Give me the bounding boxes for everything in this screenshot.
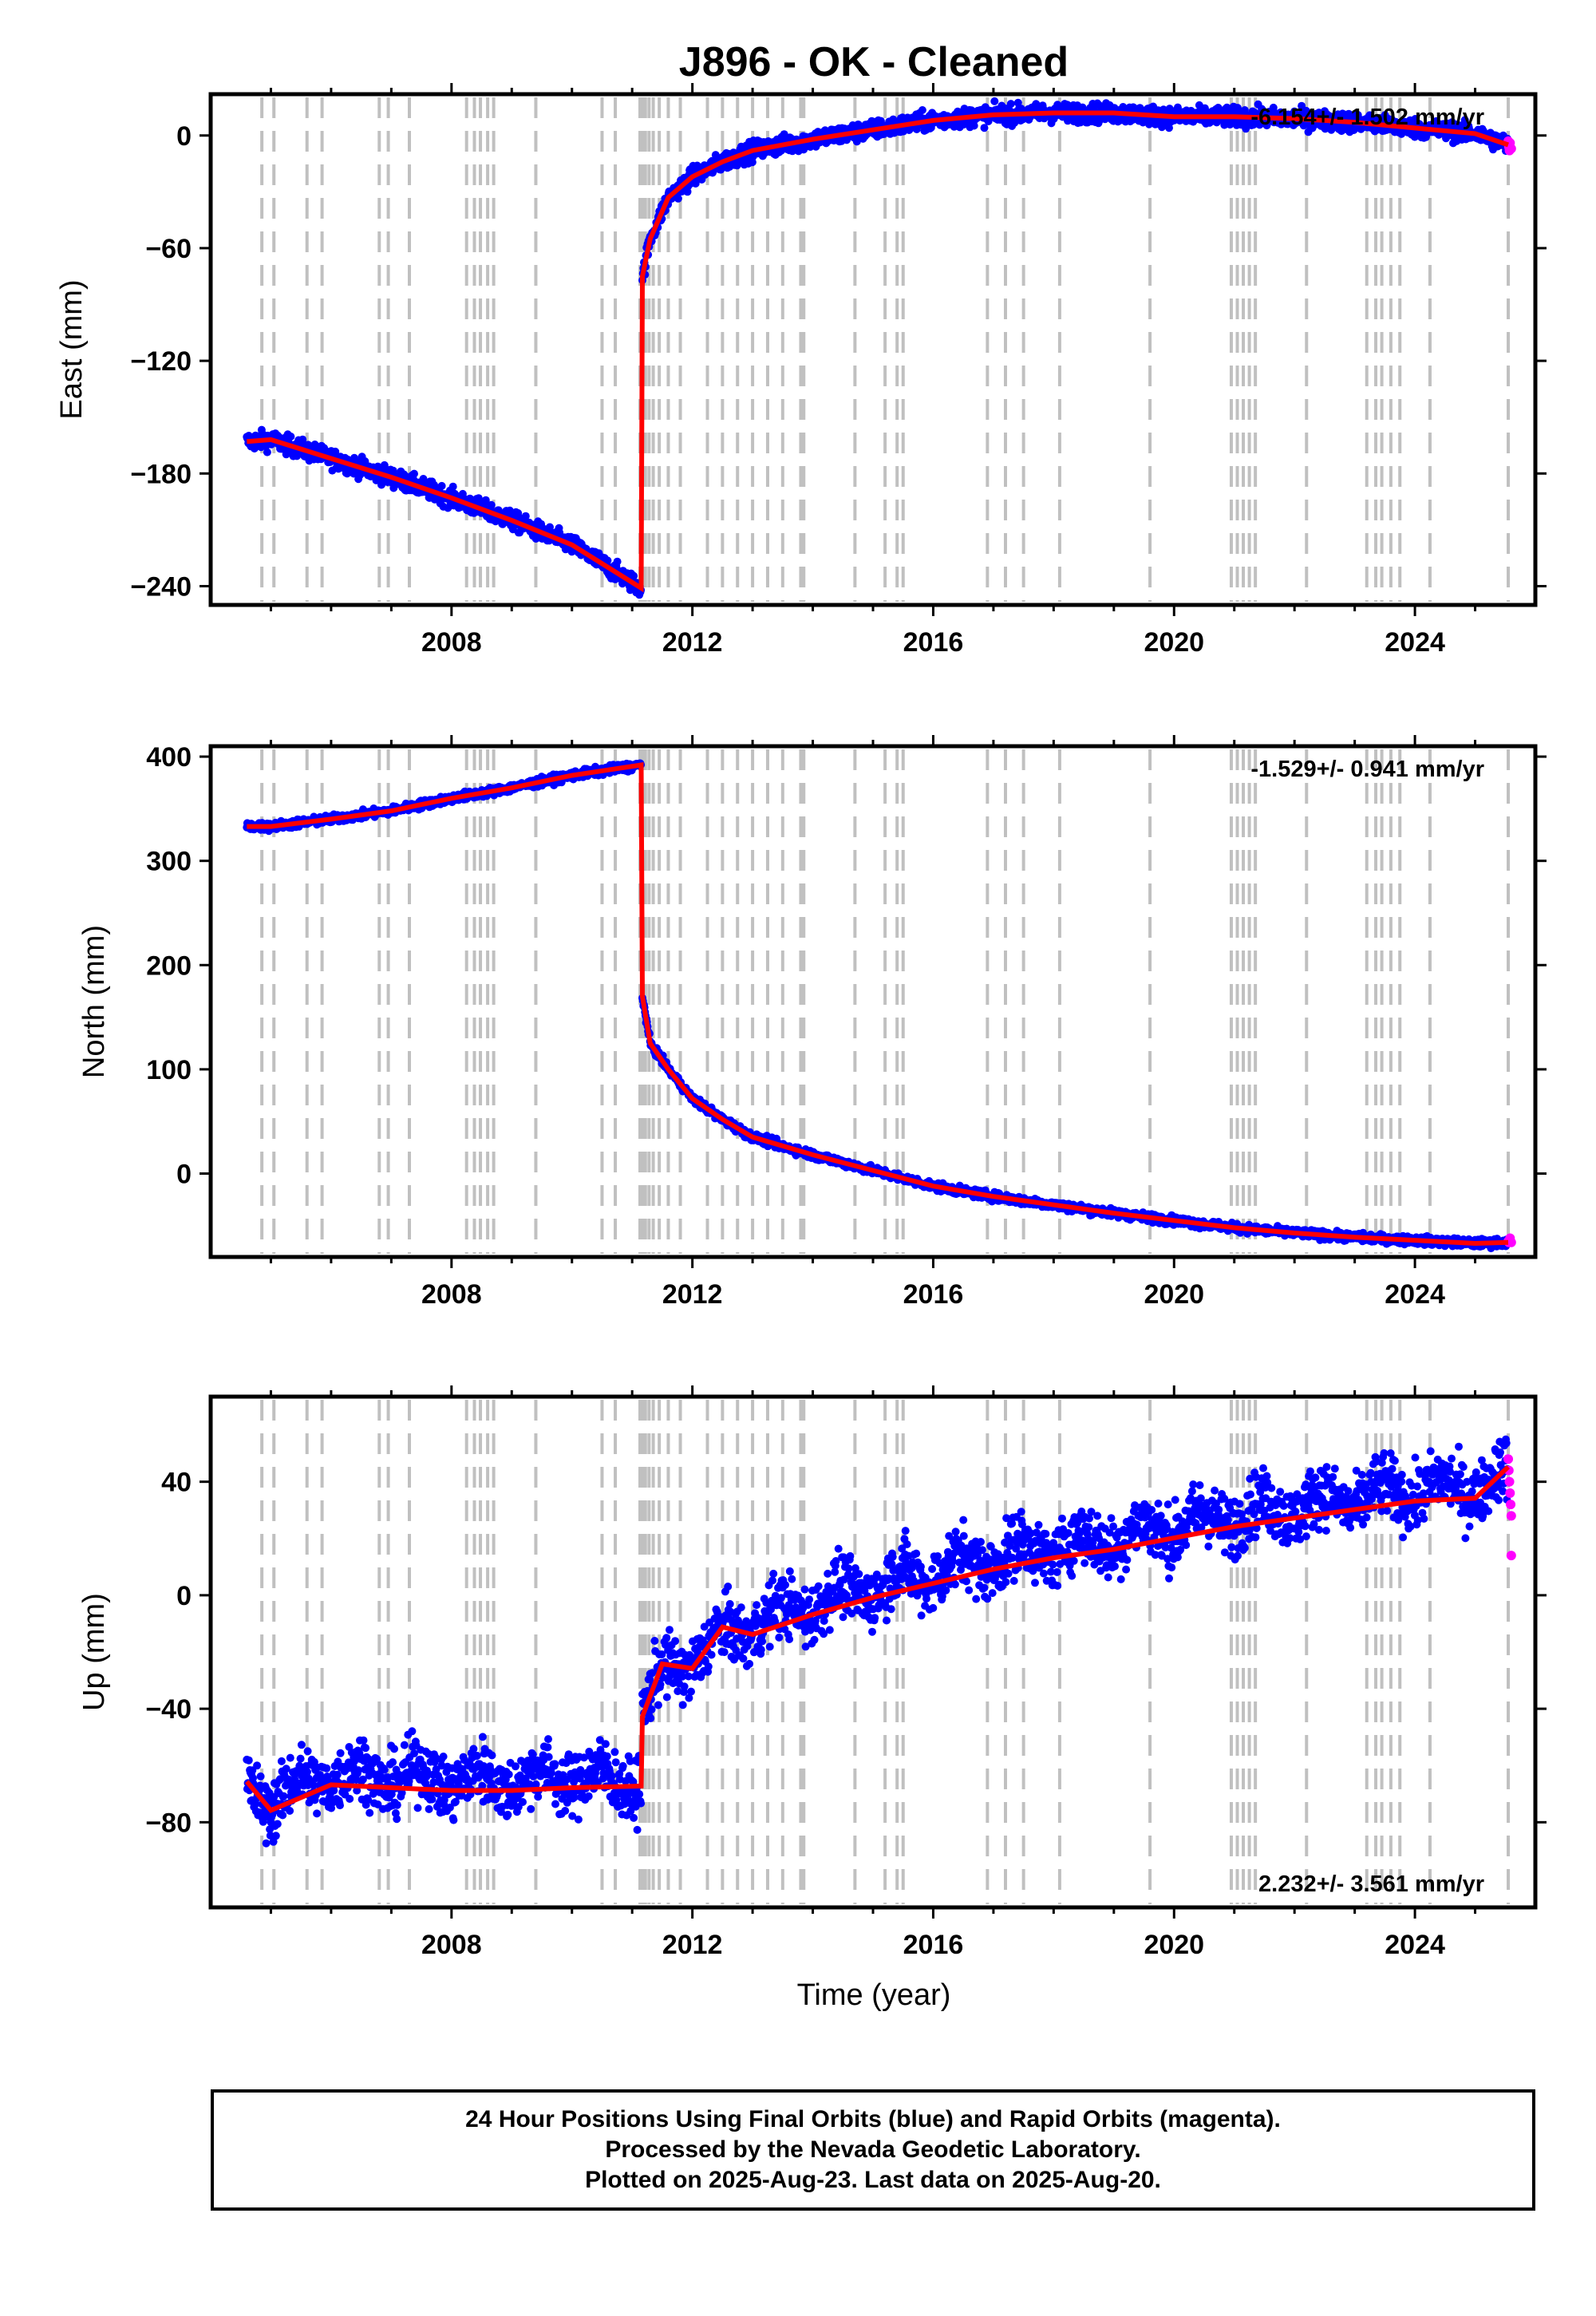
data-point (613, 557, 622, 566)
data-point (918, 106, 926, 114)
y-tick-label: −120 (130, 346, 192, 377)
y-tick-label: −180 (130, 459, 192, 489)
x-tick-label: 2016 (903, 627, 964, 658)
y-tick-label: −60 (145, 234, 192, 264)
data-point (298, 435, 307, 444)
data-point (603, 556, 612, 565)
y-tick-label: 0 (176, 121, 192, 152)
data-point (263, 448, 271, 456)
data-point (286, 433, 295, 441)
data-point (437, 481, 446, 490)
east-y-axis-label: East (mm) (55, 279, 89, 419)
east-model-line (247, 110, 1509, 593)
data-point (487, 500, 496, 509)
east-rate-label: -6.154+/- 1.502 mm/yr (1250, 105, 1484, 130)
east-panel: 0 −60 −120 −180 −240 2008 2012 2016 2020 2024 -6.… (55, 83, 1547, 658)
x-tick-label: 2020 (1144, 627, 1204, 658)
x-tick-label: 2012 (662, 627, 723, 658)
north-data-points (243, 759, 1512, 1253)
data-point (1006, 100, 1015, 109)
x-tick-label: 2024 (1385, 627, 1445, 658)
data-point (990, 97, 999, 105)
data-point (674, 194, 682, 203)
data-point (410, 469, 418, 478)
y-tick-label: −240 (130, 571, 192, 602)
chart-title: J896 - OK - Cleaned (679, 39, 1069, 85)
east-data-points (243, 97, 1512, 599)
east-ticks: 0 −60 −120 −180 −240 2008 2012 2016 2020 2024 (130, 83, 1547, 658)
east-event-lines (260, 97, 1511, 602)
data-point (448, 482, 457, 491)
data-point (481, 496, 490, 504)
x-tick-label: 2008 (421, 627, 482, 658)
data-point (630, 571, 638, 580)
